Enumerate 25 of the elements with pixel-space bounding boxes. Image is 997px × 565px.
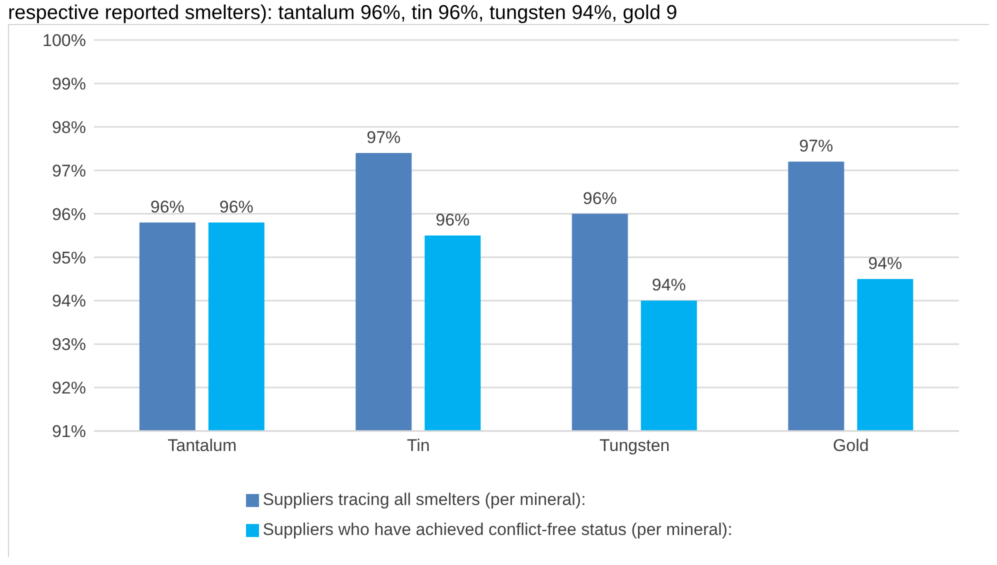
y-tick-label: 95% [52,248,86,268]
y-tick-label: 98% [52,118,86,137]
y-tick-label: 92% [52,378,86,398]
data-label: 94% [652,276,686,295]
data-label: 97% [366,128,401,147]
x-tick-label: Tantalum [168,436,237,456]
data-label: 94% [868,254,902,273]
data-label: 96% [150,197,184,216]
y-tick-label: 94% [52,292,86,311]
data-label: 97% [799,136,834,156]
y-tick-label: 99% [52,74,86,94]
data-label: 96% [219,197,254,216]
y-tick-label: 100% [42,31,86,50]
text: respective reported smelters): tantalum 96%, tin 96%, tungsten 94%, gold 9 [8,2,678,25]
legend-label: Suppliers tracing all smelters (per mineral): [262,490,586,509]
x-tick-label: Tungsten [600,436,670,456]
y-tick-label: 97% [52,161,86,180]
y-tick-label: 96% [52,204,86,224]
legend-label: Suppliers who have achieved conflict-free status (per mineral): [262,520,732,539]
y-tick-label: 93% [52,335,86,354]
data-label: 96% [582,188,617,208]
y-tick-label: 91% [52,422,86,442]
data-label: 96% [436,210,470,230]
x-tick-label: Tin [406,436,430,456]
x-tick-label: Gold [832,436,869,456]
